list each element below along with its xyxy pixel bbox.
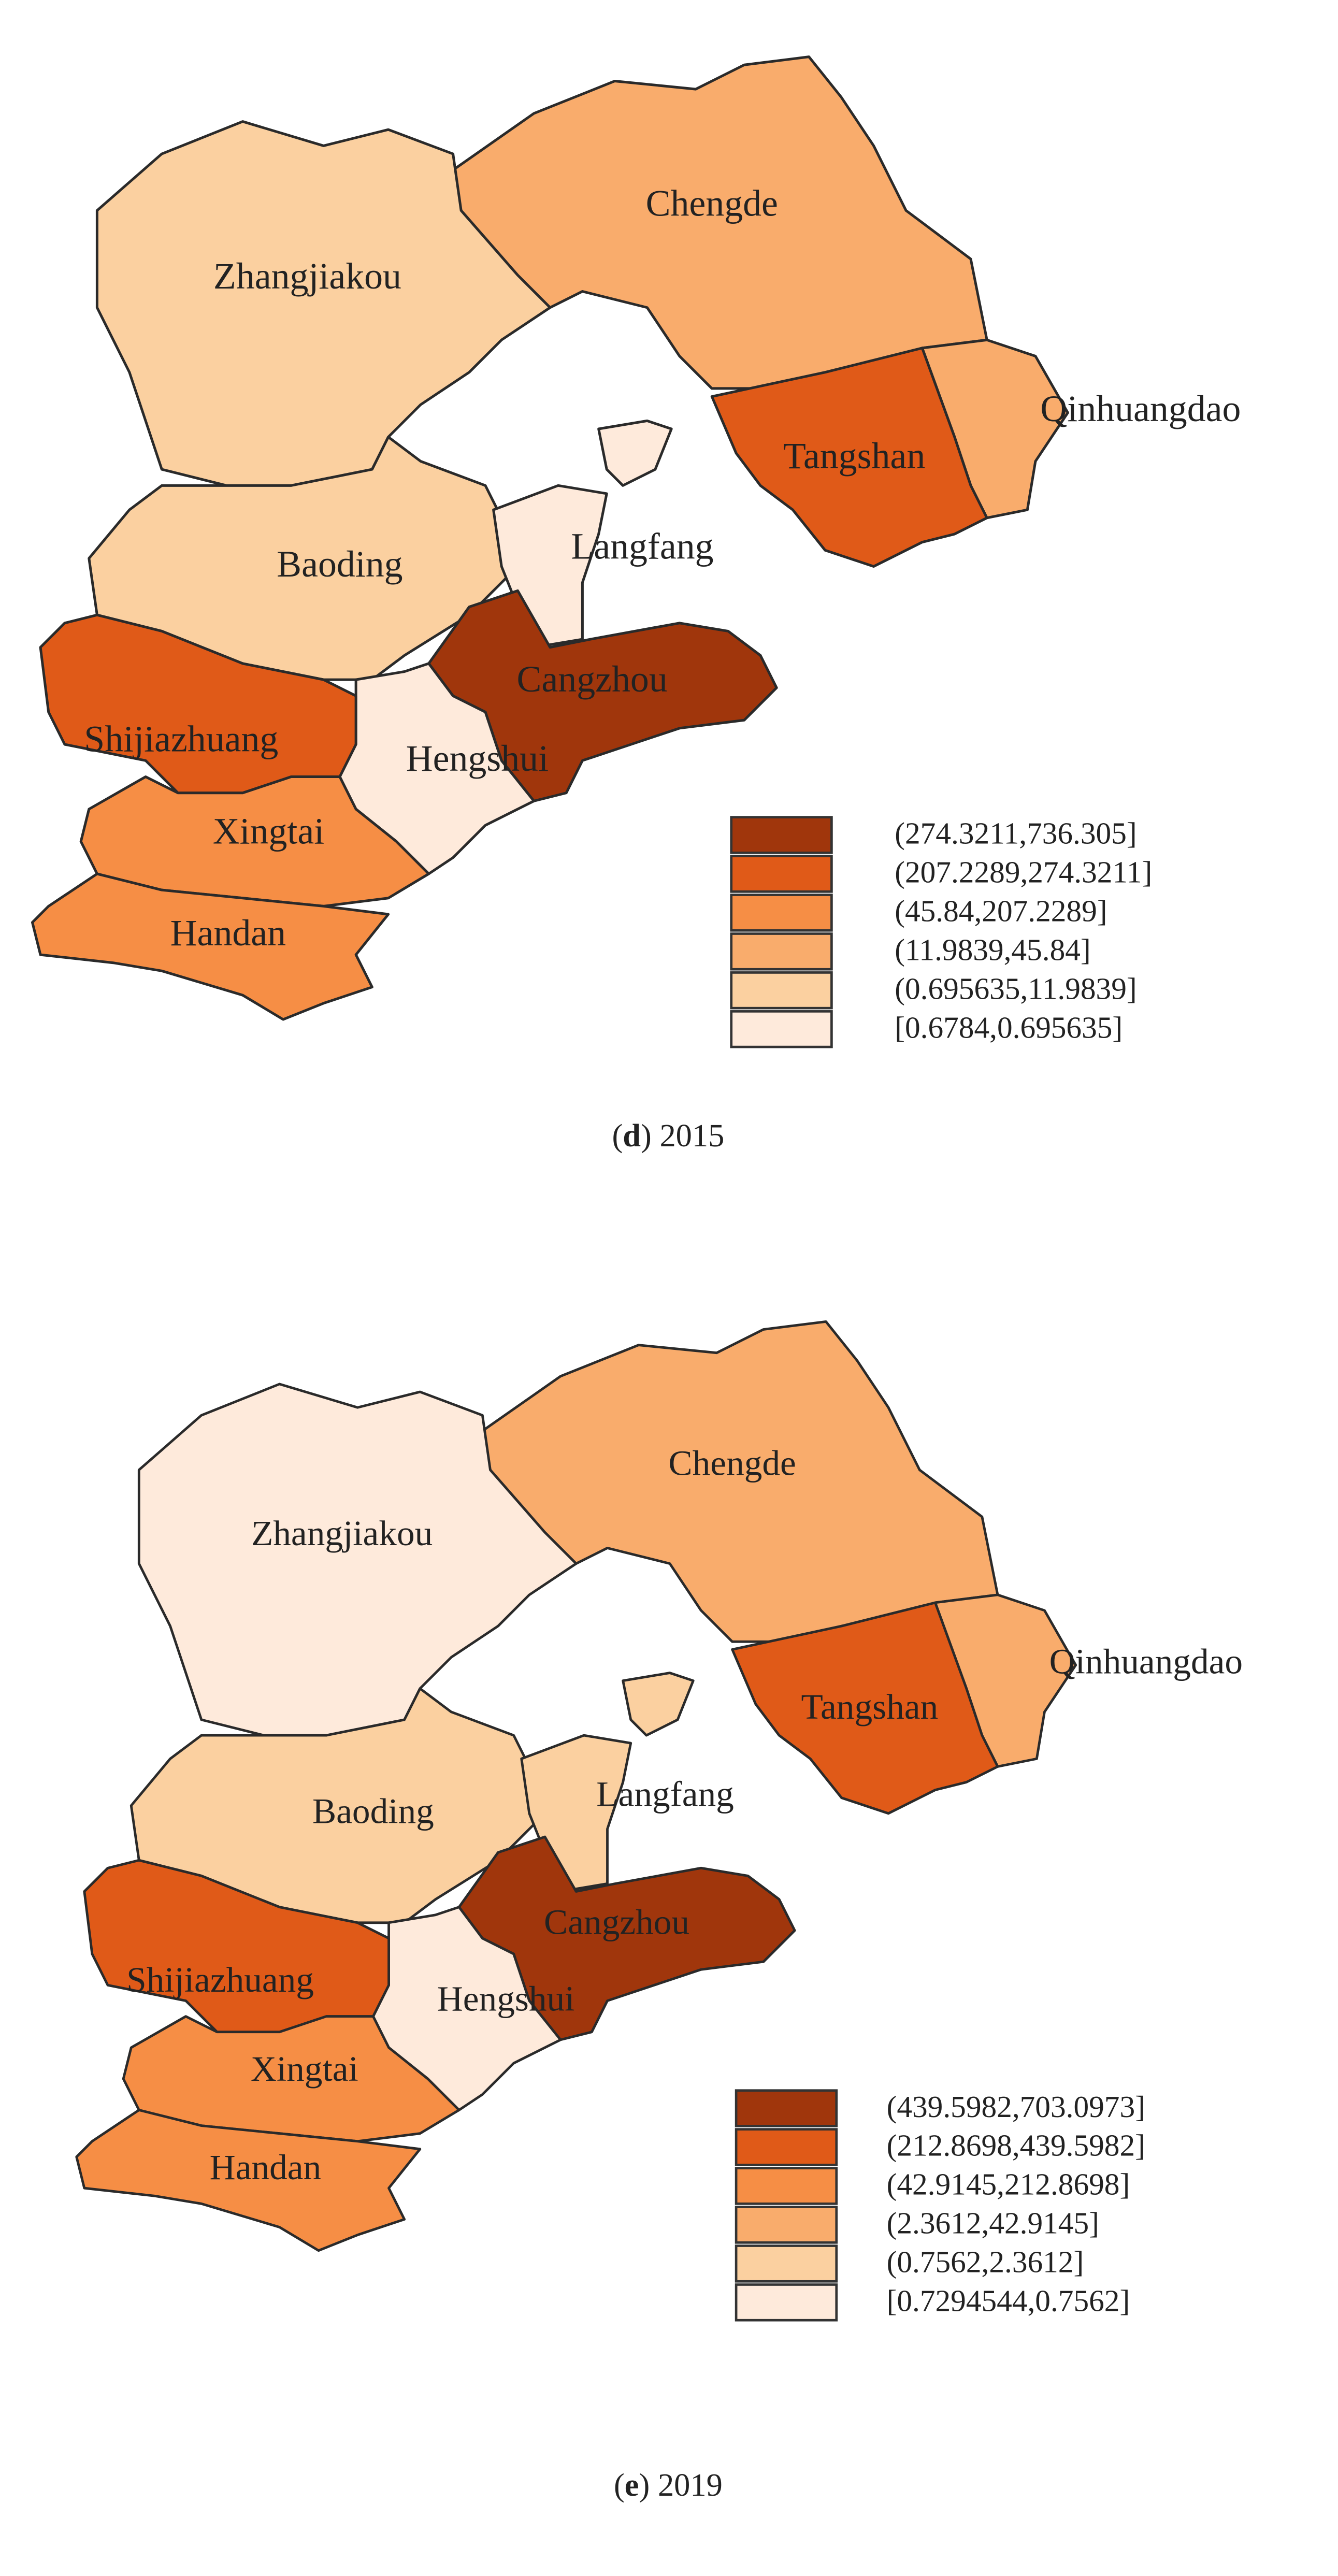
region xyxy=(597,419,673,487)
region-label: Chengde xyxy=(668,1443,796,1483)
legend-swatch xyxy=(735,2283,838,2322)
region-label: Handan xyxy=(170,912,286,954)
region xyxy=(710,347,988,568)
caption-part: ) 2015 xyxy=(641,1117,724,1154)
region-label: Xingtai xyxy=(213,810,324,852)
legend-label: (42.9145,212.8698] xyxy=(887,2167,1130,2201)
legend-label: [0.6784,0.695635] xyxy=(895,1011,1123,1045)
region-label: Zhangjiakou xyxy=(251,1513,433,1553)
region-label: Tangshan xyxy=(783,435,925,477)
legend-swatch xyxy=(735,2206,838,2244)
region-label: Baoding xyxy=(277,543,402,585)
legend-swatch xyxy=(730,971,833,1010)
region-label: Cangzhou xyxy=(517,658,668,700)
region-label: Langfang xyxy=(571,526,713,567)
region xyxy=(731,1601,999,1815)
caption-part: ) 2019 xyxy=(639,2467,723,2503)
legend-swatch xyxy=(730,1010,833,1048)
legend-label: (0.695635,11.9839] xyxy=(895,972,1136,1006)
caption-part: d xyxy=(623,1117,641,1154)
legend-label: (439.5982,703.0973] xyxy=(887,2090,1145,2124)
legend-label: (212.8698,439.5982] xyxy=(887,2128,1145,2163)
region-label: Tangshan xyxy=(801,1687,939,1726)
region xyxy=(31,872,390,1021)
caption: (d) 2015 xyxy=(612,1117,725,1154)
legend-label: (207.2289,274.3211] xyxy=(895,855,1152,889)
region-label: Qinhuangdao xyxy=(1049,1641,1243,1681)
region xyxy=(622,1672,695,1737)
region-label: Qinhuangdao xyxy=(1040,388,1241,429)
region-label: Zhangjiakou xyxy=(213,255,401,297)
region-label: Shijiazhuang xyxy=(126,1960,314,1999)
caption-part: e xyxy=(625,2467,639,2503)
caption-part: ( xyxy=(612,1117,623,1154)
legend-swatch xyxy=(730,855,833,893)
region-label: Hengshui xyxy=(406,738,549,779)
region-label: Shijiazhuang xyxy=(84,718,278,759)
legend-label: (11.9839,45.84] xyxy=(895,933,1090,967)
region-label: Baoding xyxy=(312,1791,434,1831)
region xyxy=(95,120,552,487)
legend-label: (274.3211,736.305] xyxy=(895,816,1136,851)
legend-label: (0.7562,2.3612] xyxy=(887,2245,1084,2279)
legend-swatch xyxy=(730,932,833,971)
caption-part: ( xyxy=(614,2467,625,2503)
region xyxy=(137,1383,578,1737)
map: Chengde Zhangjiakou Qinhuangdao Tangshan Bao… xyxy=(31,55,1241,1021)
region-label: Cangzhou xyxy=(544,1902,689,1942)
region xyxy=(83,1859,390,2034)
map: Chengde Zhangjiakou Qinhuangdao Tangshan Bao… xyxy=(75,1320,1243,2252)
legend-label: (45.84,207.2289] xyxy=(895,894,1107,928)
legend-label: [0.7294544,0.7562] xyxy=(887,2284,1130,2318)
caption: (e) 2019 xyxy=(614,2467,723,2503)
legend-label: (2.3612,42.9145] xyxy=(887,2206,1099,2240)
legend-swatch xyxy=(735,2089,838,2127)
legend-swatch xyxy=(730,816,833,854)
region-label: Langfang xyxy=(596,1774,734,1814)
region-label: Xingtai xyxy=(251,2049,358,2089)
legend-swatch xyxy=(735,2128,838,2166)
legend-swatch xyxy=(730,894,833,932)
region-label: Handan xyxy=(210,2147,322,2187)
region xyxy=(75,2109,422,2252)
legend-swatch xyxy=(735,2244,838,2283)
region-label: Hengshui xyxy=(437,1978,575,2018)
region xyxy=(39,613,357,795)
legend-swatch xyxy=(735,2167,838,2205)
region-label: Chengde xyxy=(646,183,778,224)
